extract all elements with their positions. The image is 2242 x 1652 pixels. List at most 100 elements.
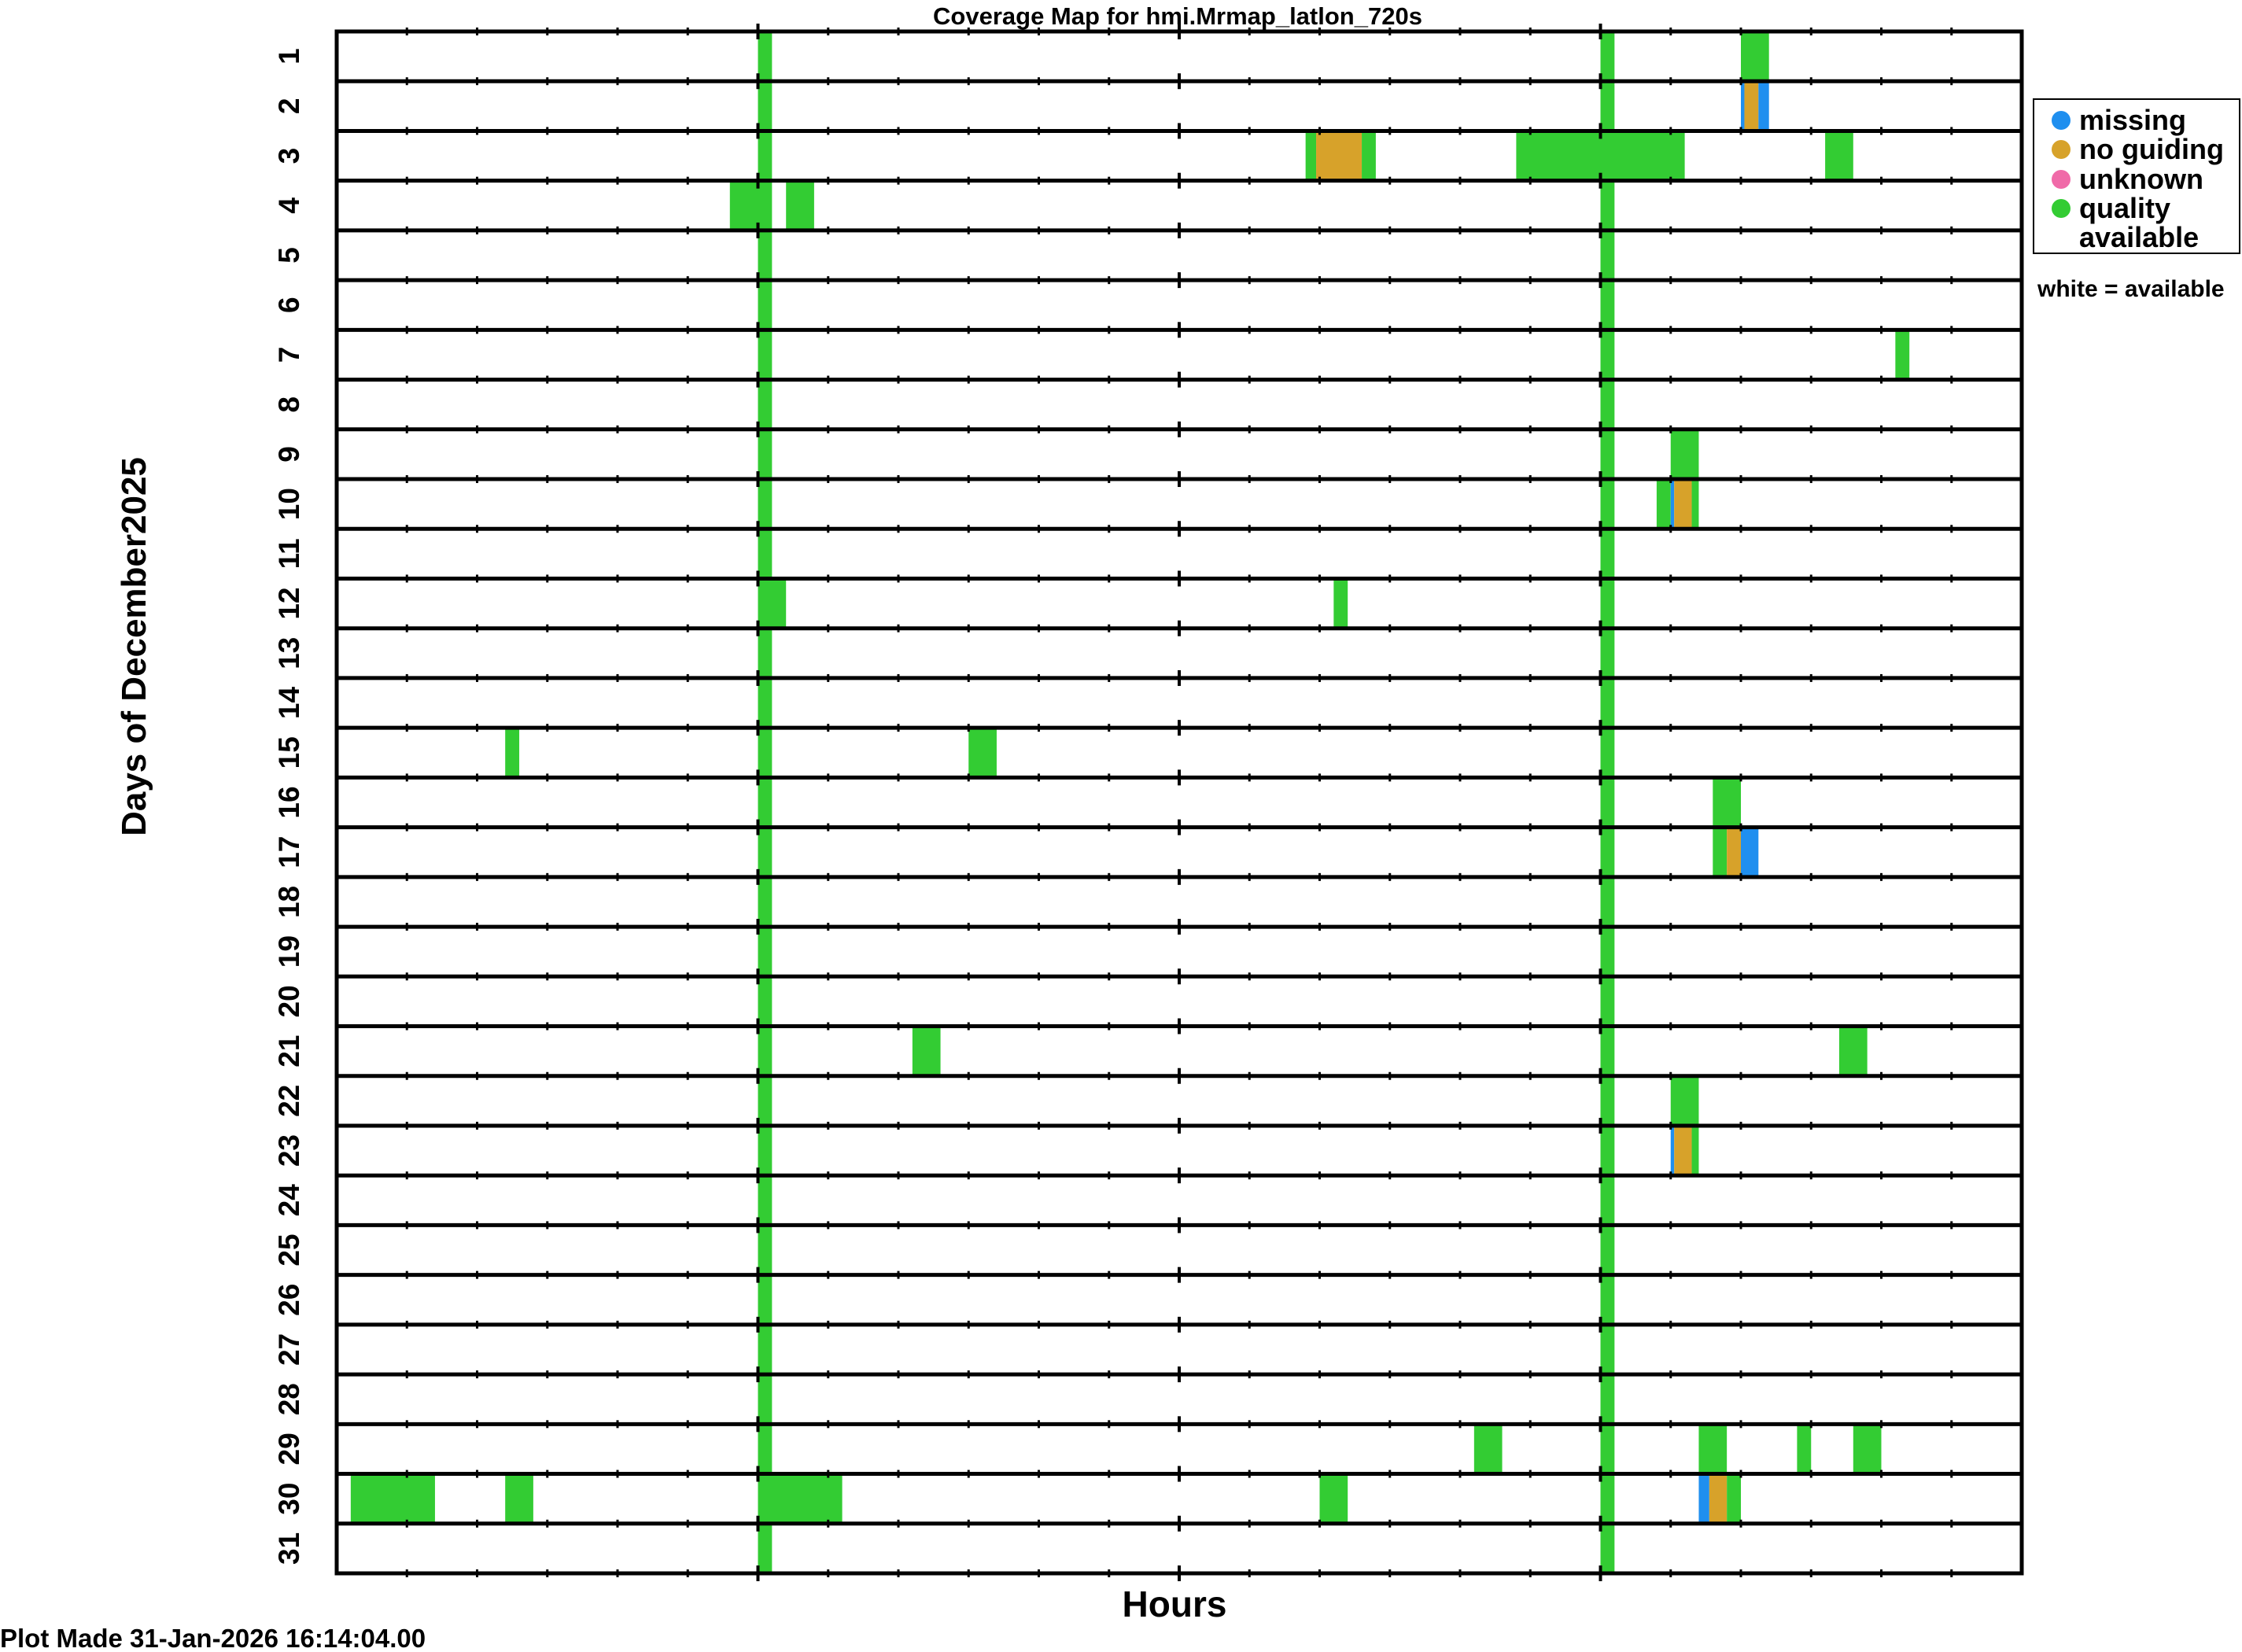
status-block-quality (1600, 1175, 1615, 1226)
day-label: 30 (273, 1483, 305, 1515)
status-block-quality (758, 429, 773, 480)
day-label: 18 (273, 886, 305, 918)
status-block-no-guiding (1316, 131, 1363, 181)
status-block-quality (758, 131, 773, 181)
legend-note: white = available (2037, 276, 2225, 302)
status-block-quality (758, 1274, 773, 1325)
status-block-quality (758, 81, 773, 131)
status-blocks (350, 31, 1910, 1573)
hour-ticks (405, 24, 1953, 1581)
legend-unknown-label: unknown (2079, 163, 2203, 195)
status-block-quality (758, 1225, 773, 1275)
status-block-quality (1600, 1324, 1615, 1375)
status-block-quality (1691, 479, 1699, 529)
y-axis-label: Days of December2025 (115, 457, 153, 836)
status-block-quality (1473, 1424, 1503, 1474)
status-block-quality (1713, 827, 1728, 877)
status-block-quality (1600, 81, 1615, 131)
status-block-no-guiding (1744, 81, 1759, 131)
legend-no-guiding-marker (2052, 140, 2071, 159)
status-block-quality (1600, 230, 1615, 281)
status-block-quality (1600, 1374, 1615, 1425)
day-label: 3 (273, 148, 305, 164)
day-label: 19 (273, 935, 305, 968)
legend-quality-marker (2052, 199, 2071, 218)
status-block-quality (758, 280, 773, 330)
status-block-quality (1670, 429, 1699, 480)
day-label: 26 (273, 1284, 305, 1316)
status-block-quality (1698, 1424, 1728, 1474)
status-block-quality (758, 777, 773, 828)
status-block-quality (1838, 1026, 1868, 1076)
status-block-quality (758, 1175, 773, 1226)
status-block-quality (1600, 777, 1615, 828)
status-block-missing (1741, 81, 1745, 131)
day-label: 29 (273, 1433, 305, 1465)
legend-quality-label: quality (2079, 192, 2170, 224)
day-label: 9 (273, 446, 305, 463)
day-label: 4 (273, 197, 305, 214)
day-label: 13 (273, 637, 305, 669)
status-block-quality (1727, 1473, 1741, 1524)
plot-timestamp: Plot Made 31-Jan-2026 16:14:04.00 (0, 1624, 426, 1652)
status-block-no-guiding (1727, 827, 1741, 877)
legend-missing-marker (2052, 111, 2071, 130)
status-block-quality (1853, 1424, 1882, 1474)
status-block-quality (1600, 180, 1615, 230)
status-block-quality (758, 927, 773, 977)
status-block-quality (758, 31, 773, 82)
status-block-missing (1698, 1473, 1709, 1524)
status-block-quality (758, 1125, 773, 1176)
x-axis-label: Hours (1123, 1584, 1227, 1624)
status-block-quality (786, 180, 814, 230)
status-block-quality (1600, 1473, 1615, 1524)
status-block-quality (758, 230, 773, 281)
status-block-missing (1758, 81, 1769, 131)
status-block-missing (1670, 1125, 1675, 1176)
status-block-quality (1600, 728, 1615, 778)
status-block-quality (758, 330, 773, 380)
status-block-quality (1825, 131, 1853, 181)
status-block-quality (1600, 578, 1615, 629)
status-block-missing (1670, 479, 1675, 529)
status-block-quality (1600, 1523, 1615, 1573)
status-block-quality (1319, 1473, 1348, 1524)
day-label: 7 (273, 347, 305, 363)
legend-unknown-marker (2052, 170, 2071, 189)
status-block-quality (758, 1374, 773, 1425)
day-label: 25 (273, 1233, 305, 1266)
status-block-quality (758, 1075, 773, 1126)
day-label: 24 (273, 1184, 305, 1217)
status-block-quality (1600, 429, 1615, 480)
day-label: 12 (273, 588, 305, 620)
status-block-quality (758, 1026, 773, 1076)
day-label: 20 (273, 985, 305, 1017)
day-label: 27 (273, 1333, 305, 1366)
day-labels: 1234567891011121314151617181920212223242… (273, 48, 305, 1565)
status-block-quality (1600, 1125, 1615, 1176)
day-label: 14 (273, 687, 305, 720)
status-block-quality (758, 529, 773, 579)
day-label: 5 (273, 247, 305, 264)
status-block-quality (1797, 1424, 1812, 1474)
status-block-quality (1600, 827, 1615, 877)
status-block-quality (758, 728, 773, 778)
day-label: 11 (273, 538, 305, 569)
status-block-quality (912, 1026, 941, 1076)
day-label: 17 (273, 836, 305, 868)
day-label: 22 (273, 1085, 305, 1117)
legend-missing-label: missing (2079, 104, 2186, 136)
status-block-quality (505, 728, 520, 778)
day-label: 28 (273, 1383, 305, 1415)
status-block-no-guiding (1709, 1473, 1728, 1524)
status-block-no-guiding (1674, 479, 1692, 529)
status-block-quality (729, 180, 773, 230)
status-block-quality (758, 578, 787, 629)
legend-no-guiding-label: no guiding (2079, 133, 2224, 165)
legend-quality-label-line2: available (2079, 221, 2199, 253)
status-block-quality (1656, 479, 1671, 529)
status-block-quality (1600, 31, 1615, 82)
status-block-quality (1600, 479, 1615, 529)
status-block-quality (1600, 379, 1615, 430)
day-label: 10 (273, 488, 305, 520)
